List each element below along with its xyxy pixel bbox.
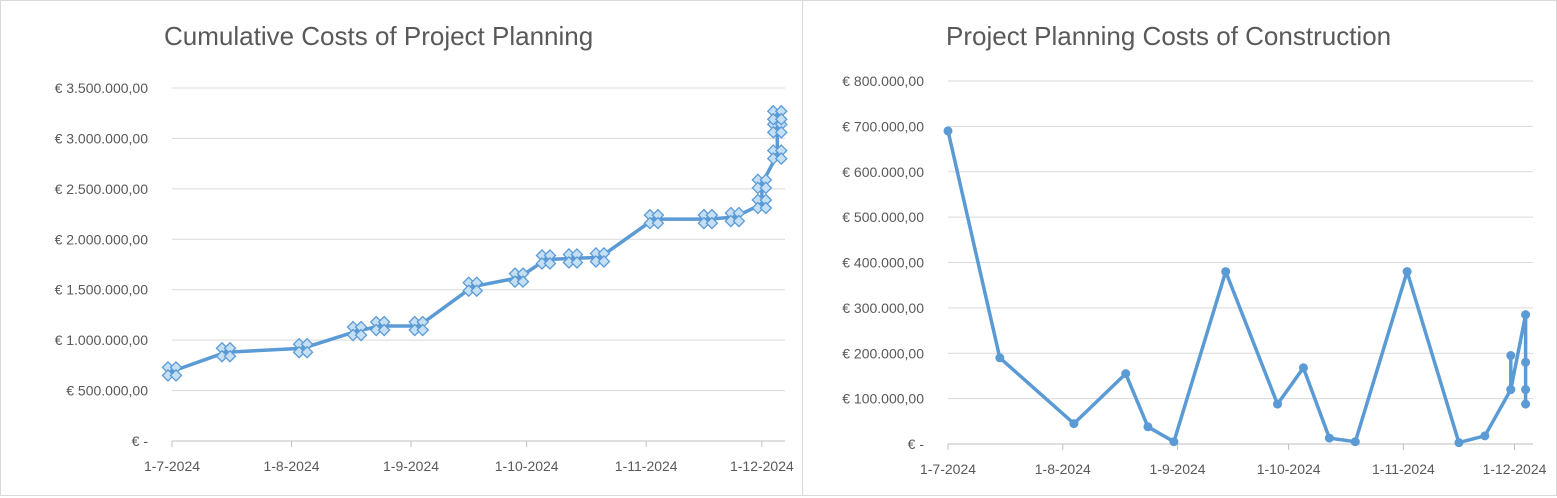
data-point-diamond [705, 216, 719, 230]
chart-title: Project Planning Costs of Construction [946, 21, 1392, 51]
y-tick-label: € - [908, 436, 925, 452]
data-point [1521, 385, 1531, 395]
chart-title: Cumulative Costs of Project Planning [164, 21, 594, 51]
series-line [946, 129, 1528, 445]
data-point [943, 126, 953, 136]
y-tick-label: € 300.000,00 [842, 300, 924, 316]
x-tick-label: 1-9-2024 [383, 458, 439, 474]
data-point-diamond [516, 275, 530, 289]
data-point [724, 206, 746, 228]
data-point [1521, 357, 1531, 367]
construction-costs-chart: € - € 100.000,00 € 200.000,00 € 300.000,00 €… [842, 73, 1547, 477]
data-point-diamond [470, 284, 484, 298]
data-point [1350, 437, 1360, 447]
data-point-diamond [597, 255, 611, 268]
y-tick-label: € 600.000,00 [842, 164, 924, 180]
data-point [1521, 310, 1531, 320]
data-point [1273, 399, 1283, 409]
x-tick-label: 1-8-2024 [263, 458, 319, 474]
data-point [766, 144, 788, 165]
data-point [1069, 419, 1079, 429]
data-point [751, 193, 773, 215]
data-point-diamond [570, 256, 584, 269]
data-point [161, 360, 183, 382]
y-tick-label: € 500.000,00 [842, 209, 924, 225]
data-point [462, 276, 484, 298]
data-point-diamond [732, 214, 746, 228]
y-tick-label: € 500.000,00 [66, 383, 148, 399]
data-point [1506, 385, 1516, 395]
data-point [369, 315, 391, 337]
data-point [1143, 422, 1153, 432]
y-tick-label: € 2.000.000,00 [55, 231, 149, 247]
y-tick-label: € 1.000.000,00 [55, 332, 149, 348]
data-point-diamond [759, 181, 773, 195]
data-point [1506, 351, 1516, 361]
data-point [1521, 399, 1531, 409]
y-tick-label: € 800.000,00 [842, 73, 924, 89]
data-point [346, 320, 368, 342]
x-tick-label: 1-7-2024 [920, 461, 976, 477]
data-point-diamond [543, 257, 557, 270]
data-point-diamond [774, 152, 788, 165]
data-point-diamond [300, 345, 314, 359]
x-tick-label: 1-12-2024 [1483, 461, 1547, 477]
x-tick-label: 1-9-2024 [1150, 461, 1206, 477]
data-point [1324, 433, 1334, 443]
data-point-diamond [774, 125, 788, 139]
y-tick-label: € 700.000,00 [842, 118, 924, 134]
data-point [643, 208, 665, 230]
y-tick-label: € 100.000,00 [842, 391, 924, 407]
x-tick-label: 1-11-2024 [615, 458, 678, 474]
data-point [697, 208, 719, 230]
x-tick-label: 1-10-2024 [495, 458, 559, 474]
x-tick-label: 1-12-2024 [730, 458, 794, 474]
data-point [766, 104, 788, 126]
y-tick-label: € 400.000,00 [842, 255, 924, 271]
data-point [589, 247, 611, 268]
data-point [1221, 267, 1231, 277]
data-point [1169, 437, 1179, 447]
data-point-diamond [354, 328, 368, 342]
data-point [751, 173, 773, 195]
y-tick-label: € 1.500.000,00 [55, 282, 149, 298]
cumulative-costs-chart-panel: Cumulative Costs of Project Planning € -… [0, 0, 803, 496]
y-tick-label: € 2.500.000,00 [55, 181, 149, 197]
data-point [508, 267, 530, 289]
data-point-diamond [774, 112, 788, 126]
construction-costs-chart-panel: Project Planning Costs of Construction €… [802, 0, 1557, 496]
data-point [995, 353, 1005, 363]
data-point-diamond [759, 201, 773, 215]
data-point [1454, 438, 1464, 448]
data-point-diamond [223, 349, 237, 363]
data-point-diamond [169, 368, 183, 382]
data-point-diamond [416, 323, 430, 337]
data-point [215, 341, 237, 363]
data-point [562, 248, 584, 269]
data-point-diamond [651, 216, 665, 230]
y-tick-label: € 3.500.000,00 [55, 80, 149, 96]
data-point [535, 249, 557, 270]
cumulative-costs-chart: € - € 500.000,00 € 1.000.000,00 € 1.500.000… [55, 80, 794, 474]
data-point [1121, 369, 1131, 379]
x-tick-label: 1-11-2024 [1372, 461, 1435, 477]
x-tick-label: 1-10-2024 [1257, 461, 1321, 477]
x-tick-label: 1-8-2024 [1035, 461, 1091, 477]
y-tick-label: € - [132, 433, 149, 449]
series-line [170, 113, 780, 374]
x-tick-label: 1-7-2024 [144, 458, 200, 474]
data-point [1402, 267, 1412, 277]
data-point [408, 315, 430, 337]
y-tick-label: € 200.000,00 [842, 345, 924, 361]
y-tick-label: € 3.000.000,00 [55, 130, 149, 146]
data-point-diamond [377, 323, 391, 337]
data-point [1298, 363, 1308, 373]
data-point [292, 337, 314, 359]
data-point [1480, 431, 1490, 441]
